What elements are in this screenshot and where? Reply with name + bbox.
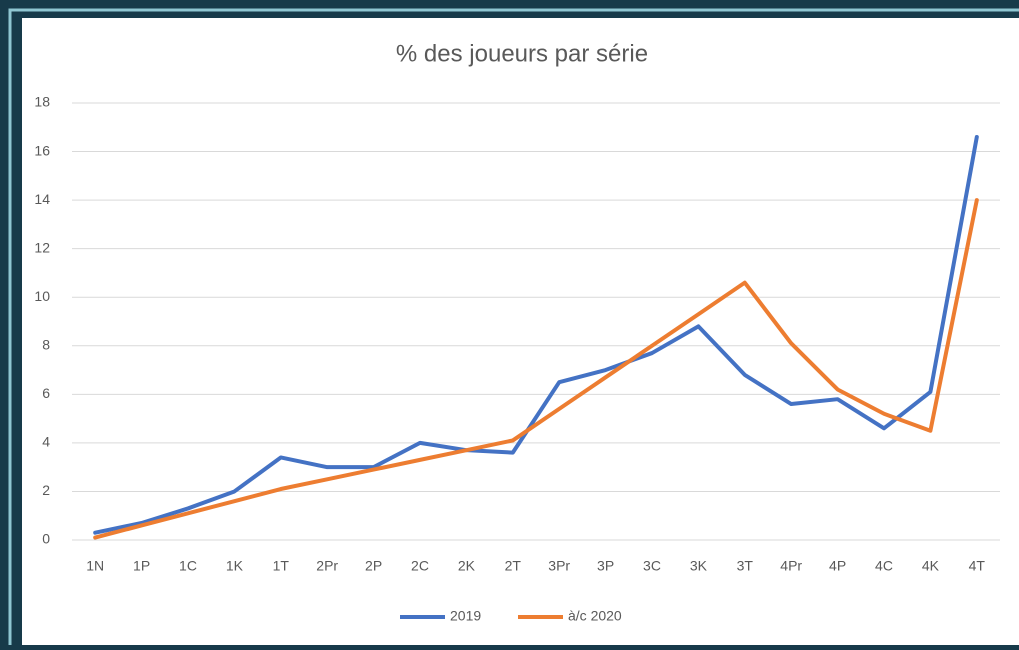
x-tick-label: 3Pr <box>548 558 570 574</box>
legend-label: 2019 <box>450 608 481 624</box>
y-tick-label: 4 <box>42 434 50 450</box>
y-tick-label: 6 <box>42 385 50 401</box>
x-tick-label: 2C <box>411 558 429 574</box>
y-tick-label: 18 <box>34 94 50 110</box>
x-tick-label: 3T <box>737 558 754 574</box>
x-tick-label: 4K <box>922 558 940 574</box>
x-tick-label: 2Pr <box>316 558 338 574</box>
x-tick-label: 1N <box>86 558 104 574</box>
y-tick-label: 8 <box>42 336 50 352</box>
x-tick-label: 3K <box>690 558 708 574</box>
x-tick-label: 2P <box>365 558 382 574</box>
y-tick-label: 2 <box>42 482 50 498</box>
frame <box>8 8 1019 650</box>
x-tick-label: 1K <box>226 558 244 574</box>
data-line <box>93 134 979 535</box>
x-tick-label: 2K <box>458 558 476 574</box>
legend-label: à/c 2020 <box>568 608 622 624</box>
y-tick-label: 16 <box>34 142 50 158</box>
data-line <box>93 198 979 540</box>
x-tick-label: 1C <box>179 558 197 574</box>
y-tick-label: 14 <box>34 191 50 207</box>
y-tick-label: 10 <box>34 288 50 304</box>
x-tick-label: 4C <box>875 558 893 574</box>
x-tick-label: 3P <box>597 558 614 574</box>
chart-area <box>22 18 1019 648</box>
x-tick-label: 1T <box>273 558 290 574</box>
x-tick-label: 3C <box>643 558 661 574</box>
y-tick-label: 12 <box>34 239 50 255</box>
x-tick-label: 4Pr <box>780 558 802 574</box>
x-tick-label: 1P <box>133 558 150 574</box>
x-tick-label: 2T <box>505 558 522 574</box>
x-tick-label: 4T <box>969 558 986 574</box>
y-tick-label: 0 <box>42 531 50 547</box>
chart-title: % des joueurs par série <box>396 40 648 67</box>
x-tick-label: 4P <box>829 558 846 574</box>
